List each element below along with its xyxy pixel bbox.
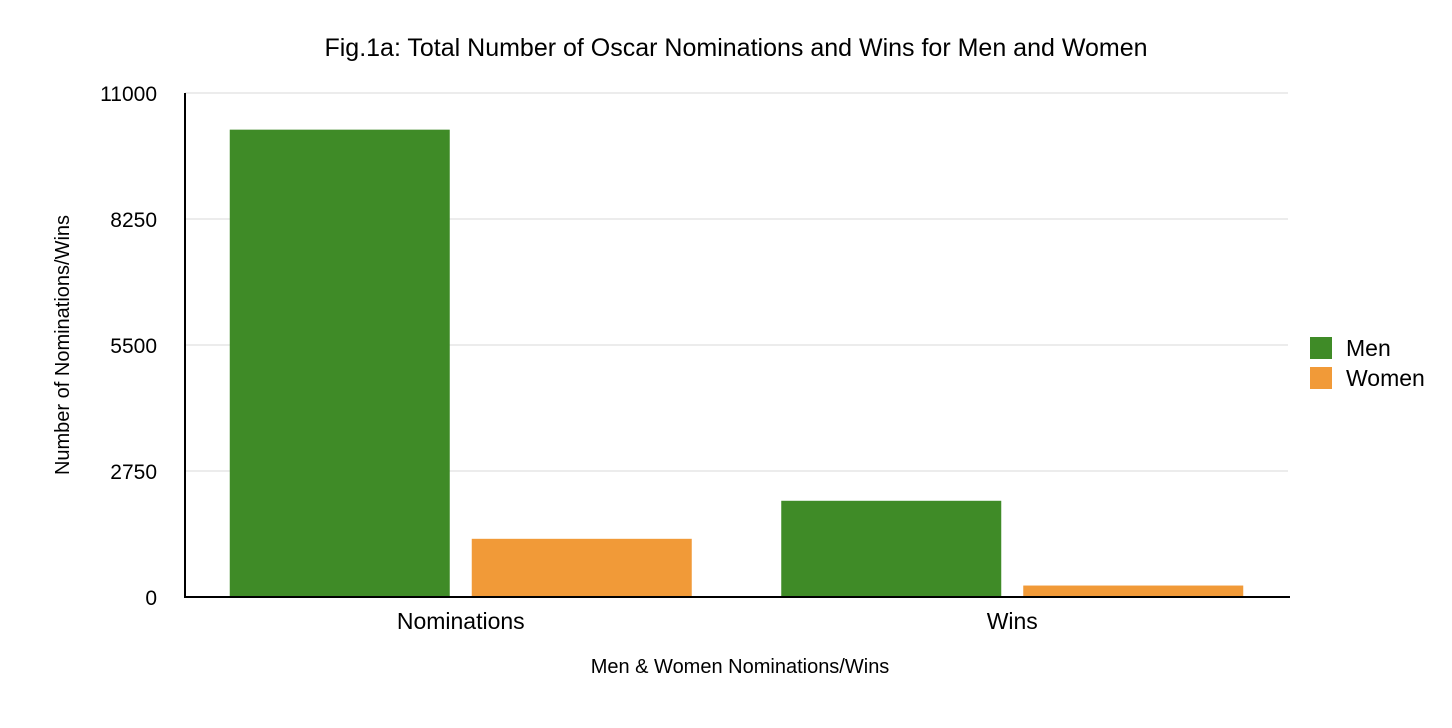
bar-women-nominations: [471, 538, 692, 597]
legend-label: Women: [1346, 365, 1425, 391]
x-category-label: Wins: [987, 608, 1038, 634]
legend-swatch: [1310, 337, 1332, 359]
x-category-label: Nominations: [397, 608, 525, 634]
chart-title: Fig.1a: Total Number of Oscar Nomination…: [324, 34, 1147, 62]
bars: [229, 129, 1244, 597]
y-tick-labels: 0 2750 5500 8250 11000: [100, 83, 157, 610]
y-tick-label: 8250: [110, 209, 157, 232]
y-tick-label: 2750: [110, 461, 157, 484]
bar-women-wins: [1023, 585, 1244, 597]
y-axis-title: Number of Nominations/Wins: [52, 215, 74, 475]
bar-men-wins: [781, 500, 1002, 597]
legend: Men Women: [1310, 335, 1425, 391]
x-axis-title: Men & Women Nominations/Wins: [591, 656, 890, 678]
legend-label: Men: [1346, 335, 1391, 361]
y-tick-label: 11000: [100, 83, 157, 106]
bar-men-nominations: [229, 129, 450, 597]
y-tick-label: 0: [145, 587, 157, 610]
y-tick-label: 5500: [110, 335, 157, 358]
legend-swatch: [1310, 367, 1332, 389]
x-category-labels: Nominations Wins: [397, 608, 1038, 634]
